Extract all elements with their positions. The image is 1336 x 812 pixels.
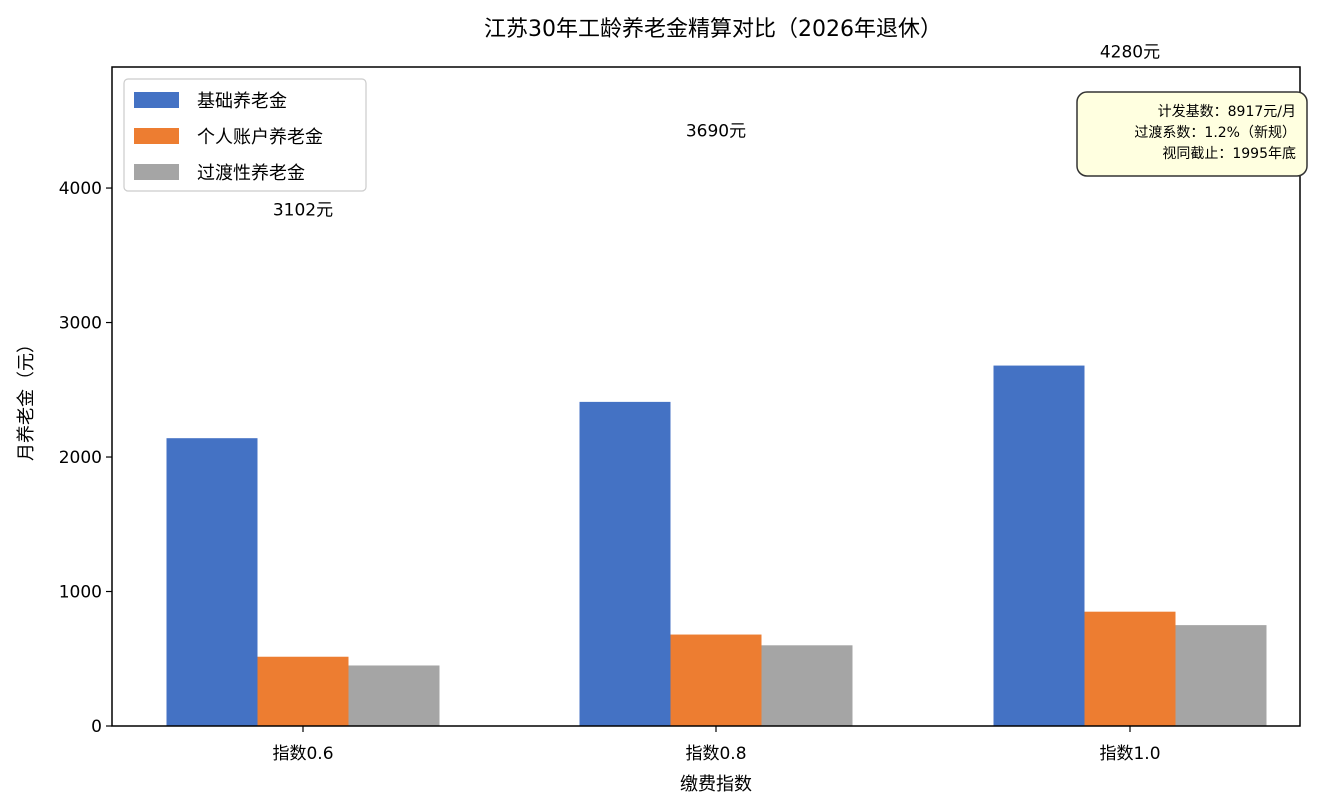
bar-series2-cat2 [1175,625,1267,726]
info-line-1: 过渡系数：1.2%（新规） [1134,125,1296,141]
bar-series0-cat2 [993,365,1085,726]
legend-swatch-1 [134,128,179,144]
bar-series2-cat1 [761,645,853,726]
total-label-0: 3102元 [273,200,333,220]
info-box-frame [1076,91,1308,177]
bar-series1-cat1 [670,634,762,726]
info-line-0: 计发基数：8917元/月 [1158,103,1296,120]
bar-series0-cat1 [579,401,671,726]
y-tick-label-3: 3000 [59,314,102,334]
legend-frame [123,78,367,192]
x-tick-label-2: 指数1.0 [1099,744,1160,764]
y-axis-label: 月养老金（元） [16,335,37,461]
bar-series1-cat2 [1084,611,1176,726]
total-label-1: 3690元 [686,122,746,142]
x-tick-label-0: 指数0.6 [272,744,333,764]
y-tick-label-0: 0 [91,717,102,737]
chart-title: 江苏30年工龄养老金精算对比（2026年退休） [484,17,942,42]
bar-series1-cat0 [257,656,349,726]
plot-frame [111,66,1301,727]
y-tick-label-2: 2000 [59,448,102,468]
info-line-2: 视同截止：1995年底 [1162,146,1296,162]
y-tick-label-1: 1000 [59,583,102,603]
x-axis-label: 缴费指数 [680,774,752,795]
plot-area: 3102元 3690元 4280元 0 1000 2000 3000 4000 指数0.6 指数0… [59,42,1301,764]
legend-label-2: 过渡性养老金 [197,163,305,184]
legend-label-0: 基础养老金 [197,91,287,112]
legend-swatch-2 [134,164,179,180]
legend-swatch-0 [134,92,179,108]
bar-series2-cat0 [348,665,440,726]
bar-series0-cat0 [166,438,258,726]
legend-label-1: 个人账户养老金 [197,127,323,148]
total-label-2: 4280元 [1100,42,1160,62]
y-tick-label-4: 4000 [59,179,102,199]
x-tick-label-1: 指数0.8 [685,744,746,764]
